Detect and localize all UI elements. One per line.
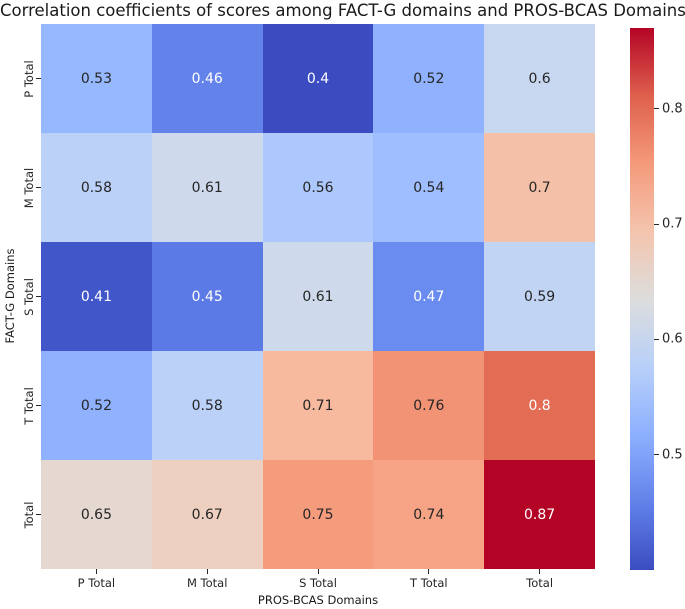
heatmap-cell: 0.61 bbox=[151, 133, 263, 242]
heatmap: 0.53 0.46 0.4 0.52 0.6 0.58 0.61 0.56 0.54 0.7 0.4… bbox=[41, 24, 595, 569]
heatmap-cell: 0.4 bbox=[262, 24, 374, 133]
heatmap-cell: 0.58 bbox=[151, 351, 263, 460]
x-tick-label: T Total bbox=[410, 576, 448, 590]
y-axis-label: FACT-G Domains bbox=[3, 248, 17, 344]
colorbar-tick-label: 0.5 bbox=[662, 447, 683, 463]
colorbar-tick-label: 0.8 bbox=[662, 101, 683, 117]
x-tick-mark bbox=[428, 569, 430, 574]
heatmap-cell: 0.53 bbox=[41, 24, 152, 133]
x-tick-label: Total bbox=[526, 576, 554, 590]
heatmap-cell: 0.58 bbox=[41, 133, 152, 242]
heatmap-cell: 0.67 bbox=[151, 460, 263, 569]
heatmap-cell: 0.71 bbox=[262, 351, 374, 460]
colorbar bbox=[630, 28, 654, 570]
y-tick-label: T Total bbox=[22, 386, 36, 425]
heatmap-cell: 0.59 bbox=[484, 242, 595, 351]
heatmap-cell: 0.7 bbox=[484, 133, 595, 242]
colorbar-tick-mark bbox=[654, 108, 659, 110]
colorbar-gradient bbox=[630, 28, 654, 570]
heatmap-cell: 0.65 bbox=[41, 460, 152, 569]
y-tick-label: M Total bbox=[22, 167, 36, 208]
x-axis-label: PROS-BCAS Domains bbox=[257, 593, 379, 607]
heatmap-cell: 0.41 bbox=[41, 242, 152, 351]
heatmap-cell: 0.75 bbox=[262, 460, 374, 569]
heatmap-cell: 0.56 bbox=[262, 133, 374, 242]
x-tick-mark bbox=[539, 569, 541, 574]
y-tick-mark bbox=[36, 187, 41, 188]
heatmap-cell: 0.61 bbox=[262, 242, 374, 351]
heatmap-cell: 0.52 bbox=[41, 351, 152, 460]
y-tick-label: P Total bbox=[22, 59, 36, 98]
y-tick-mark bbox=[36, 78, 41, 79]
x-tick-label: M Total bbox=[186, 576, 228, 590]
x-tick-mark bbox=[95, 569, 97, 574]
colorbar-tick-label: 0.6 bbox=[662, 331, 683, 347]
y-tick-mark bbox=[36, 405, 41, 406]
heatmap-cell: 0.45 bbox=[151, 242, 263, 351]
colorbar-tick-mark bbox=[654, 338, 659, 340]
colorbar-tick-mark bbox=[654, 223, 659, 225]
x-tick-label: P Total bbox=[77, 576, 116, 590]
y-tick-mark bbox=[36, 296, 41, 297]
heatmap-cell: 0.74 bbox=[373, 460, 485, 569]
heatmap-cell: 0.47 bbox=[373, 242, 485, 351]
colorbar-tick-mark bbox=[654, 454, 659, 456]
heatmap-cell: 0.52 bbox=[373, 24, 485, 133]
chart-title: Correlation coefficients of scores among… bbox=[0, 1, 685, 20]
heatmap-cell: 0.54 bbox=[373, 133, 485, 242]
heatmap-cell: 0.46 bbox=[151, 24, 263, 133]
heatmap-cell: 0.8 bbox=[484, 351, 595, 460]
colorbar-tick-label: 0.7 bbox=[662, 216, 683, 232]
heatmap-cell: 0.76 bbox=[373, 351, 485, 460]
y-tick-mark bbox=[36, 514, 41, 515]
x-tick-label: S Total bbox=[299, 576, 337, 590]
heatmap-cell: 0.6 bbox=[484, 24, 595, 133]
y-tick-label: S Total bbox=[22, 277, 36, 316]
x-tick-mark bbox=[206, 569, 208, 574]
y-tick-label: Total bbox=[22, 501, 36, 528]
heatmap-cell: 0.87 bbox=[484, 460, 595, 569]
x-tick-mark bbox=[317, 569, 319, 574]
